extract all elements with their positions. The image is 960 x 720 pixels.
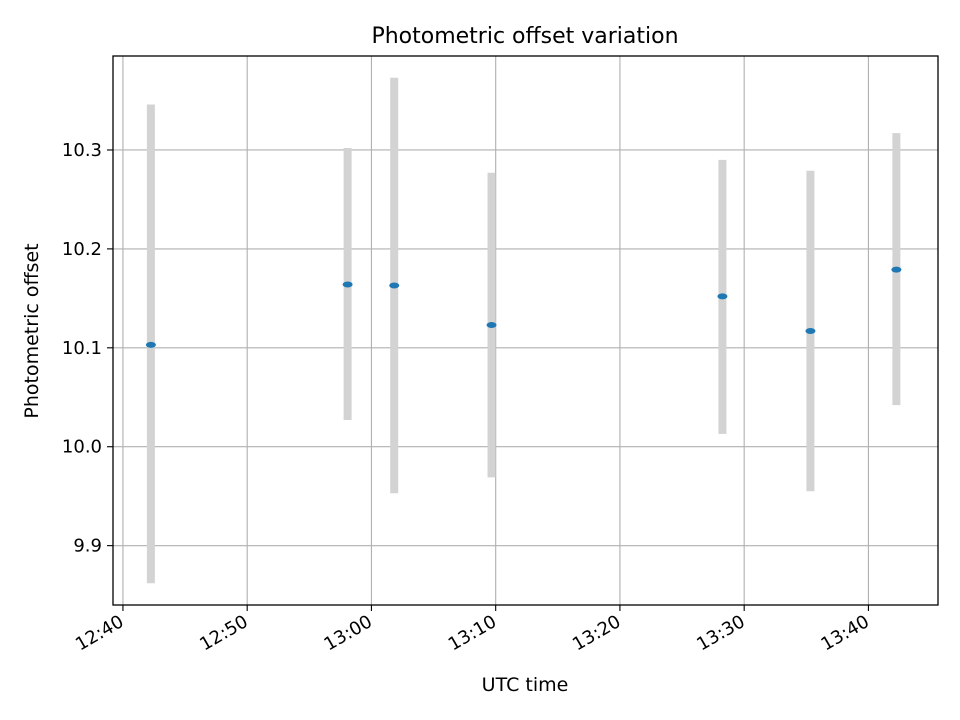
x-tick-label: 13:10 — [445, 611, 500, 655]
data-point — [805, 327, 816, 334]
error-bars — [146, 77, 901, 584]
data-point — [486, 322, 497, 329]
x-tick-label: 13:30 — [693, 611, 748, 655]
y-tick-label: 10.3 — [62, 140, 102, 161]
data-points — [145, 266, 902, 348]
data-point — [891, 266, 902, 273]
y-axis-label: Photometric offset — [21, 243, 43, 418]
x-tick-label: 13:20 — [569, 611, 624, 655]
data-point — [717, 293, 728, 300]
x-tick-label: 13:00 — [321, 611, 376, 655]
y-axis-ticks: 9.9 10.0 10.1 10.2 10.3 — [62, 140, 113, 557]
x-tick-label: 13:40 — [817, 611, 872, 655]
x-axis-ticks: 12:40 12:50 13:00 13:10 13:20 13:30 13:40 — [72, 605, 873, 655]
x-axis-label: UTC time — [482, 674, 569, 696]
x-tick-label: 12:40 — [72, 611, 127, 655]
x-tick-label: 12:50 — [196, 611, 251, 655]
data-point — [342, 281, 353, 288]
y-tick-label: 9.9 — [73, 536, 102, 557]
chart-title: Photometric offset variation — [371, 24, 678, 49]
y-tick-label: 10.2 — [62, 239, 102, 260]
y-tick-label: 10.1 — [62, 338, 102, 359]
grid — [113, 56, 938, 605]
data-point — [145, 341, 156, 348]
plot-frame — [112, 55, 939, 606]
y-tick-label: 10.0 — [62, 437, 102, 458]
data-point — [389, 282, 400, 289]
